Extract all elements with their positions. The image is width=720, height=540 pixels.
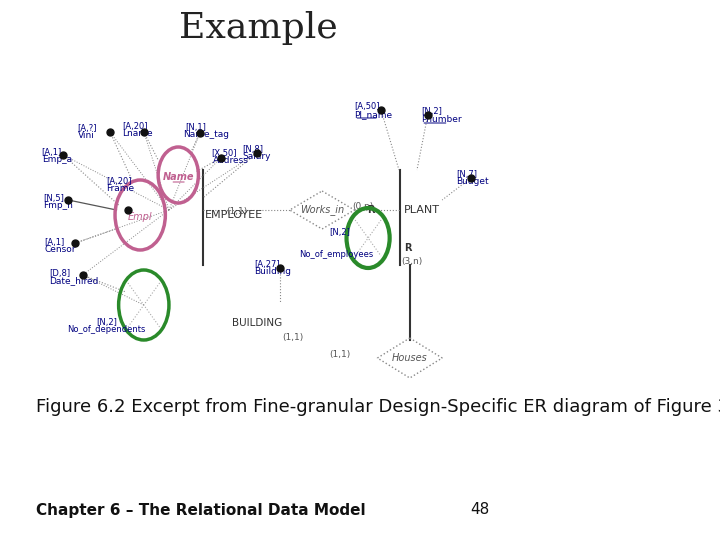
Text: [N,7]: [N,7] xyxy=(456,170,477,179)
Text: (0,n): (0,n) xyxy=(352,202,374,211)
Text: [A,1]: [A,1] xyxy=(45,238,65,247)
Text: Frame: Frame xyxy=(107,184,135,193)
Text: [A,?]: [A,?] xyxy=(78,124,97,133)
Text: R: R xyxy=(404,243,412,253)
Text: [N,2]: [N,2] xyxy=(421,107,442,116)
Text: [A,50]: [A,50] xyxy=(354,102,380,111)
Text: Works_in: Works_in xyxy=(300,205,344,215)
Text: Figure 6.2 Excerpt from Fine-granular Design-Specific ER diagram of Figure 3.12: Figure 6.2 Excerpt from Fine-granular De… xyxy=(36,398,720,416)
Text: (3,n): (3,n) xyxy=(401,257,423,266)
Text: 48: 48 xyxy=(471,503,490,517)
Text: [N,2]: [N,2] xyxy=(96,318,117,327)
Text: No_of_employees: No_of_employees xyxy=(300,250,374,259)
Text: (1,1): (1,1) xyxy=(282,333,304,342)
Text: Address: Address xyxy=(213,156,248,165)
Text: [A,1]: [A,1] xyxy=(42,148,62,157)
Text: Budget: Budget xyxy=(456,177,488,186)
Text: Houses: Houses xyxy=(392,353,428,363)
Text: [X,50]: [X,50] xyxy=(212,149,237,158)
Text: Pl_name: Pl_name xyxy=(354,110,392,119)
Text: EMPLOYEE: EMPLOYEE xyxy=(205,210,263,220)
Text: PLANT: PLANT xyxy=(404,205,440,215)
Text: R: R xyxy=(366,205,374,215)
Text: No_of_dependents: No_of_dependents xyxy=(67,325,145,334)
Text: [N,2]: [N,2] xyxy=(330,228,351,237)
Text: Date_hired: Date_hired xyxy=(49,276,98,285)
Text: BUILDING: BUILDING xyxy=(233,318,282,328)
Text: Example: Example xyxy=(179,11,338,45)
Text: [N,5]: [N,5] xyxy=(43,194,64,203)
Text: Lname: Lname xyxy=(122,129,153,138)
Text: Building: Building xyxy=(254,267,292,276)
Text: Vini: Vini xyxy=(78,131,94,140)
Text: [A,20]: [A,20] xyxy=(122,122,148,131)
Text: (1,1): (1,1) xyxy=(227,207,248,216)
Text: Pnumber: Pnumber xyxy=(421,115,462,124)
Text: Emp_a: Emp_a xyxy=(42,155,72,164)
Text: [A,20]: [A,20] xyxy=(107,177,132,186)
Text: [N,1]: [N,1] xyxy=(186,123,207,132)
Text: [N,8]: [N,8] xyxy=(242,145,264,154)
Text: Fmp_n: Fmp_n xyxy=(43,201,73,210)
Text: Censor: Censor xyxy=(45,245,76,254)
Text: Name_tag: Name_tag xyxy=(184,130,230,139)
Text: Chapter 6 – The Relational Data Model: Chapter 6 – The Relational Data Model xyxy=(36,503,366,517)
Text: Name: Name xyxy=(163,172,194,182)
Text: (1,1): (1,1) xyxy=(329,350,351,359)
Text: [A,27]: [A,27] xyxy=(254,260,280,269)
Text: Salary: Salary xyxy=(242,152,271,161)
Text: Empl: Empl xyxy=(128,212,153,222)
Text: [D,8]: [D,8] xyxy=(49,269,70,278)
